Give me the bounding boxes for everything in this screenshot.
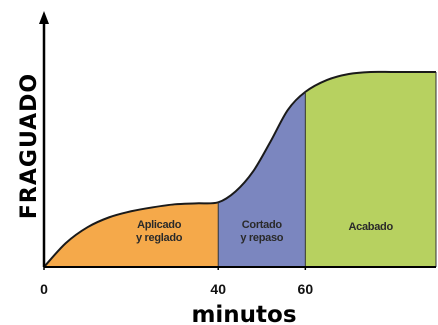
x-ticks-layer: 0 40 60: [40, 267, 313, 297]
setting-curve-line: [43, 70, 436, 268]
y-axis-title: FRAGUADO: [17, 73, 42, 219]
dividers-layer: [217, 71, 437, 267]
x-tick-label-40: 40: [210, 281, 226, 297]
region-label-1: Cortado y repaso: [240, 219, 283, 244]
region-area-1: [218, 91, 306, 267]
x-tick-label-0: 0: [40, 281, 48, 297]
x-axis-title: minutos: [191, 302, 296, 325]
region-area-0: [44, 202, 219, 267]
region-labels-layer: Aplicado y reglado Cortado y repaso Acabado: [136, 219, 394, 244]
x-tick-label-60: 60: [298, 281, 314, 297]
y-axis-arrow-icon: [39, 11, 49, 24]
regions-layer: [44, 71, 436, 267]
region-label-2: Acabado: [349, 221, 394, 233]
region-area-2: [305, 71, 436, 267]
region-label-0: Aplicado y reglado: [136, 219, 183, 244]
